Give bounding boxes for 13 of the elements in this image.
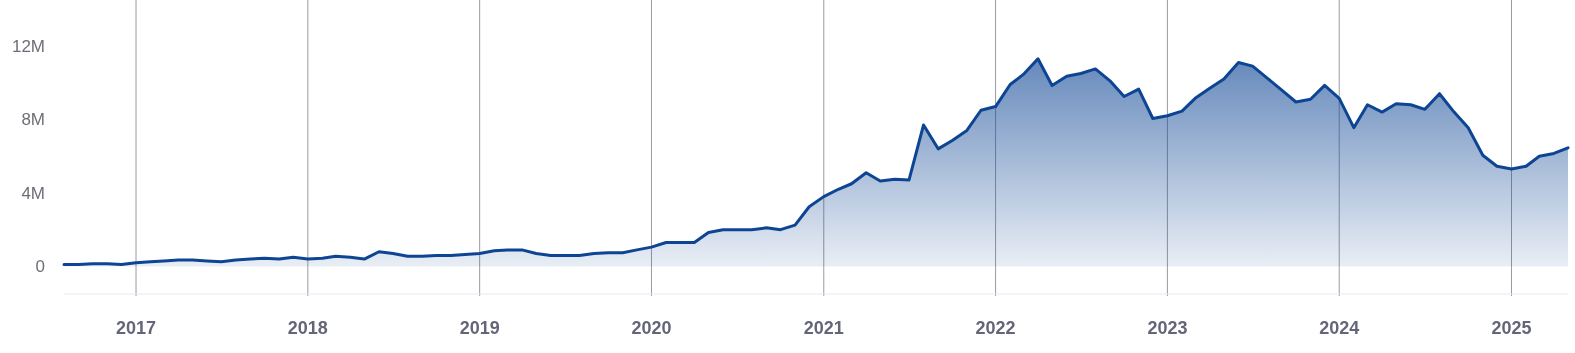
x-tick-label: 2018: [287, 318, 328, 338]
x-tick-label: 2020: [631, 318, 672, 338]
y-tick-label: 12M: [11, 36, 45, 56]
x-tick-label: 2024: [1319, 318, 1360, 338]
x-tick-label: 2019: [459, 318, 500, 338]
y-tick-label: 8M: [21, 110, 45, 130]
x-tick-label: 2017: [116, 318, 157, 338]
y-tick-label: 0: [35, 257, 45, 277]
x-tick-label: 2023: [1147, 318, 1188, 338]
y-tick-label: 4M: [21, 183, 45, 203]
x-tick-label: 2025: [1491, 318, 1532, 338]
x-tick-label: 2022: [975, 318, 1016, 338]
x-tick-label: 2021: [803, 318, 844, 338]
